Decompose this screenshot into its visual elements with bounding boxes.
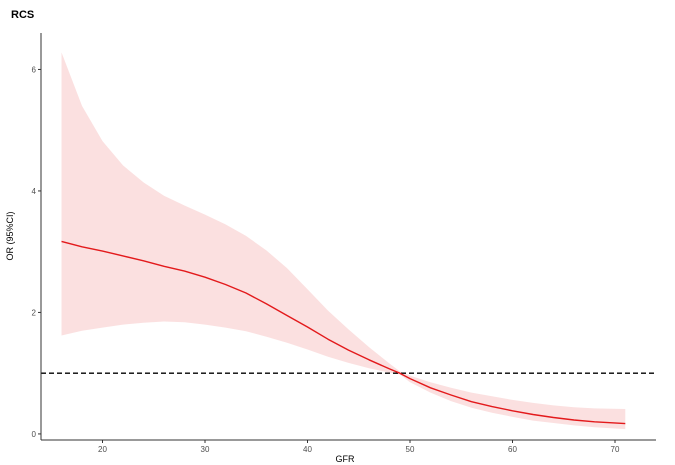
x-tick-label: 40	[303, 445, 312, 454]
y-tick-label: 6	[32, 65, 37, 74]
x-tick-label: 60	[508, 445, 517, 454]
x-tick-label: 30	[201, 445, 210, 454]
y-tick-label: 4	[32, 187, 37, 196]
y-axis-ticks: 0 2 4 6	[32, 65, 41, 439]
x-axis-ticks: 20 30 40 50 60 70	[98, 440, 620, 454]
plot-area	[41, 52, 656, 430]
chart-title: RCS	[11, 9, 34, 21]
y-axis-title: OR (95%CI)	[5, 211, 15, 260]
x-tick-label: 50	[406, 445, 415, 454]
x-tick-label: 70	[611, 445, 620, 454]
y-tick-label: 2	[32, 308, 37, 317]
confidence-band	[61, 52, 626, 430]
x-tick-label: 20	[98, 445, 107, 454]
or-curve	[61, 240, 626, 425]
x-axis-title: GFR	[336, 454, 355, 464]
y-tick-label: 0	[32, 430, 37, 439]
